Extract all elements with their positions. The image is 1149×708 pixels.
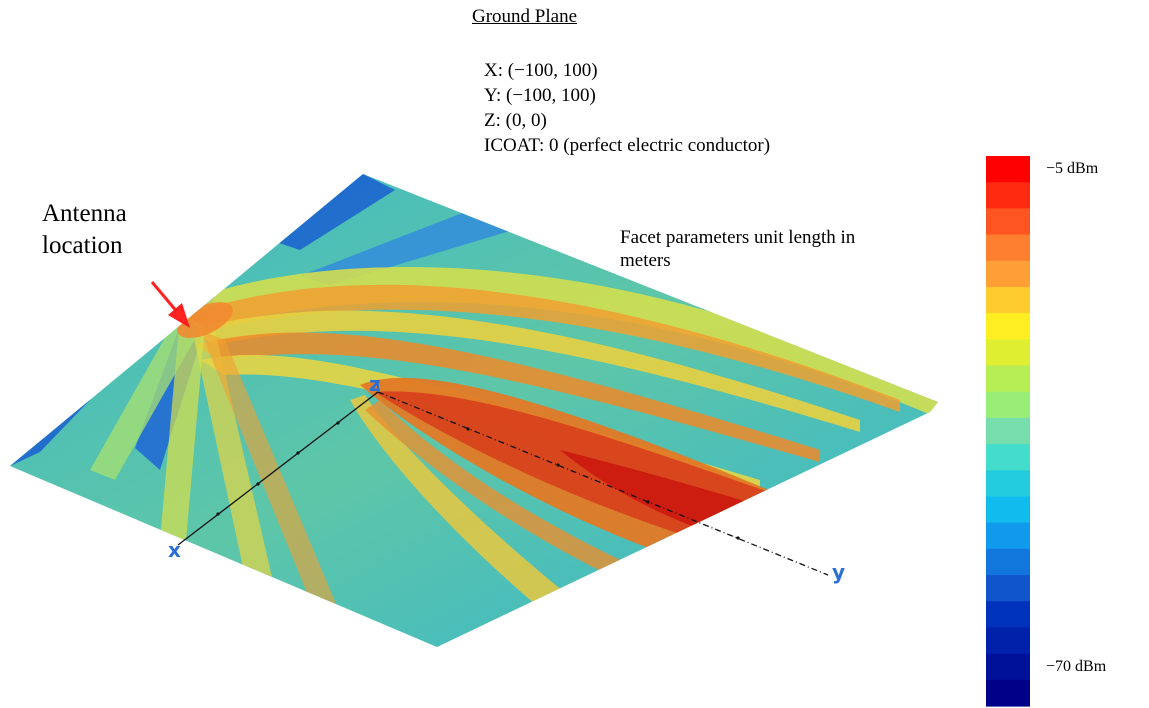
param-icoat: ICOAT: 0 (perfect electric conductor) <box>484 135 771 156</box>
x-axis-tick <box>256 482 260 486</box>
colorbar-swatch <box>986 679 1030 707</box>
y-axis-tick <box>466 427 470 431</box>
param-y-range: Y: (−100, 100) <box>484 85 596 106</box>
colorbar-swatch <box>986 496 1030 524</box>
param-x-range: X: (−100, 100) <box>484 60 598 81</box>
antenna-label-line1: Antenna <box>42 200 127 227</box>
colorbar-swatch <box>986 522 1030 550</box>
colorbar-swatch <box>986 286 1030 314</box>
x-axis-tick <box>216 512 220 516</box>
colorbar <box>986 156 1030 707</box>
facet-note: Facet parameters unit length in meters <box>620 227 856 271</box>
colorbar-swatch <box>986 234 1030 262</box>
lobe-far-band <box>365 400 740 615</box>
colorbar-swatch <box>986 444 1030 471</box>
streak-1 <box>190 320 280 612</box>
fringe-outer <box>175 267 938 418</box>
fringe-yellow-1 <box>190 310 860 432</box>
x-axis-tick <box>296 451 300 455</box>
y-axis-tick <box>646 500 650 504</box>
colorbar-swatch <box>986 627 1030 655</box>
y-axis-tick <box>736 536 740 540</box>
z-axis-label: z <box>369 372 381 396</box>
colorbar-swatch <box>986 365 1030 393</box>
colorbar-swatch <box>986 548 1030 576</box>
antenna-hotspot <box>177 302 233 338</box>
fringe-orange-1 <box>185 284 900 412</box>
fringe-orange-2 <box>195 332 820 462</box>
colorbar-swatch <box>986 470 1030 498</box>
param-z-range: Z: (0, 0) <box>484 110 547 131</box>
x-axis-tick <box>336 421 340 425</box>
ground-plane-params: X: (−100, 100) Y: (−100, 100) Z: (0, 0) … <box>484 58 770 158</box>
arrow-head <box>168 303 190 328</box>
colorbar-swatch <box>986 575 1030 602</box>
colorbar-max-label: −5 dBm <box>1046 160 1099 177</box>
diagram-title: Ground Plane <box>472 6 578 27</box>
colorbar-swatch <box>986 156 1030 183</box>
x-axis-line <box>177 391 379 546</box>
colorbar-swatch <box>986 391 1030 419</box>
y-axis-label: y <box>832 560 846 584</box>
colorbar-swatch <box>986 313 1030 340</box>
antenna-location-label: Antenna location <box>42 198 127 262</box>
colorbar-swatch <box>986 653 1030 681</box>
colorbar-swatch <box>986 260 1030 288</box>
y-axis-line <box>377 391 829 576</box>
colorbar-swatch <box>986 601 1030 629</box>
antenna-label-line2: location <box>42 232 123 259</box>
fringe-yellow-2 <box>200 355 760 492</box>
colorbar-swatch <box>986 339 1030 367</box>
colorbar-swatch <box>986 208 1030 236</box>
x-axis-label: x <box>168 538 181 562</box>
streak-2 <box>200 330 350 637</box>
antenna-arrow <box>150 281 190 328</box>
colorbar-min-label: −70 dBm <box>1046 658 1107 675</box>
axes <box>177 384 829 576</box>
streak-3 <box>160 315 205 552</box>
streak-4 <box>90 320 200 480</box>
null-band-top-mid <box>300 210 520 285</box>
arrow-shaft <box>150 281 180 314</box>
colorbar-swatch <box>986 417 1030 445</box>
null-band-top-left <box>270 174 395 250</box>
colorbar-swatch <box>986 182 1030 209</box>
y-axis-tick <box>556 463 560 467</box>
